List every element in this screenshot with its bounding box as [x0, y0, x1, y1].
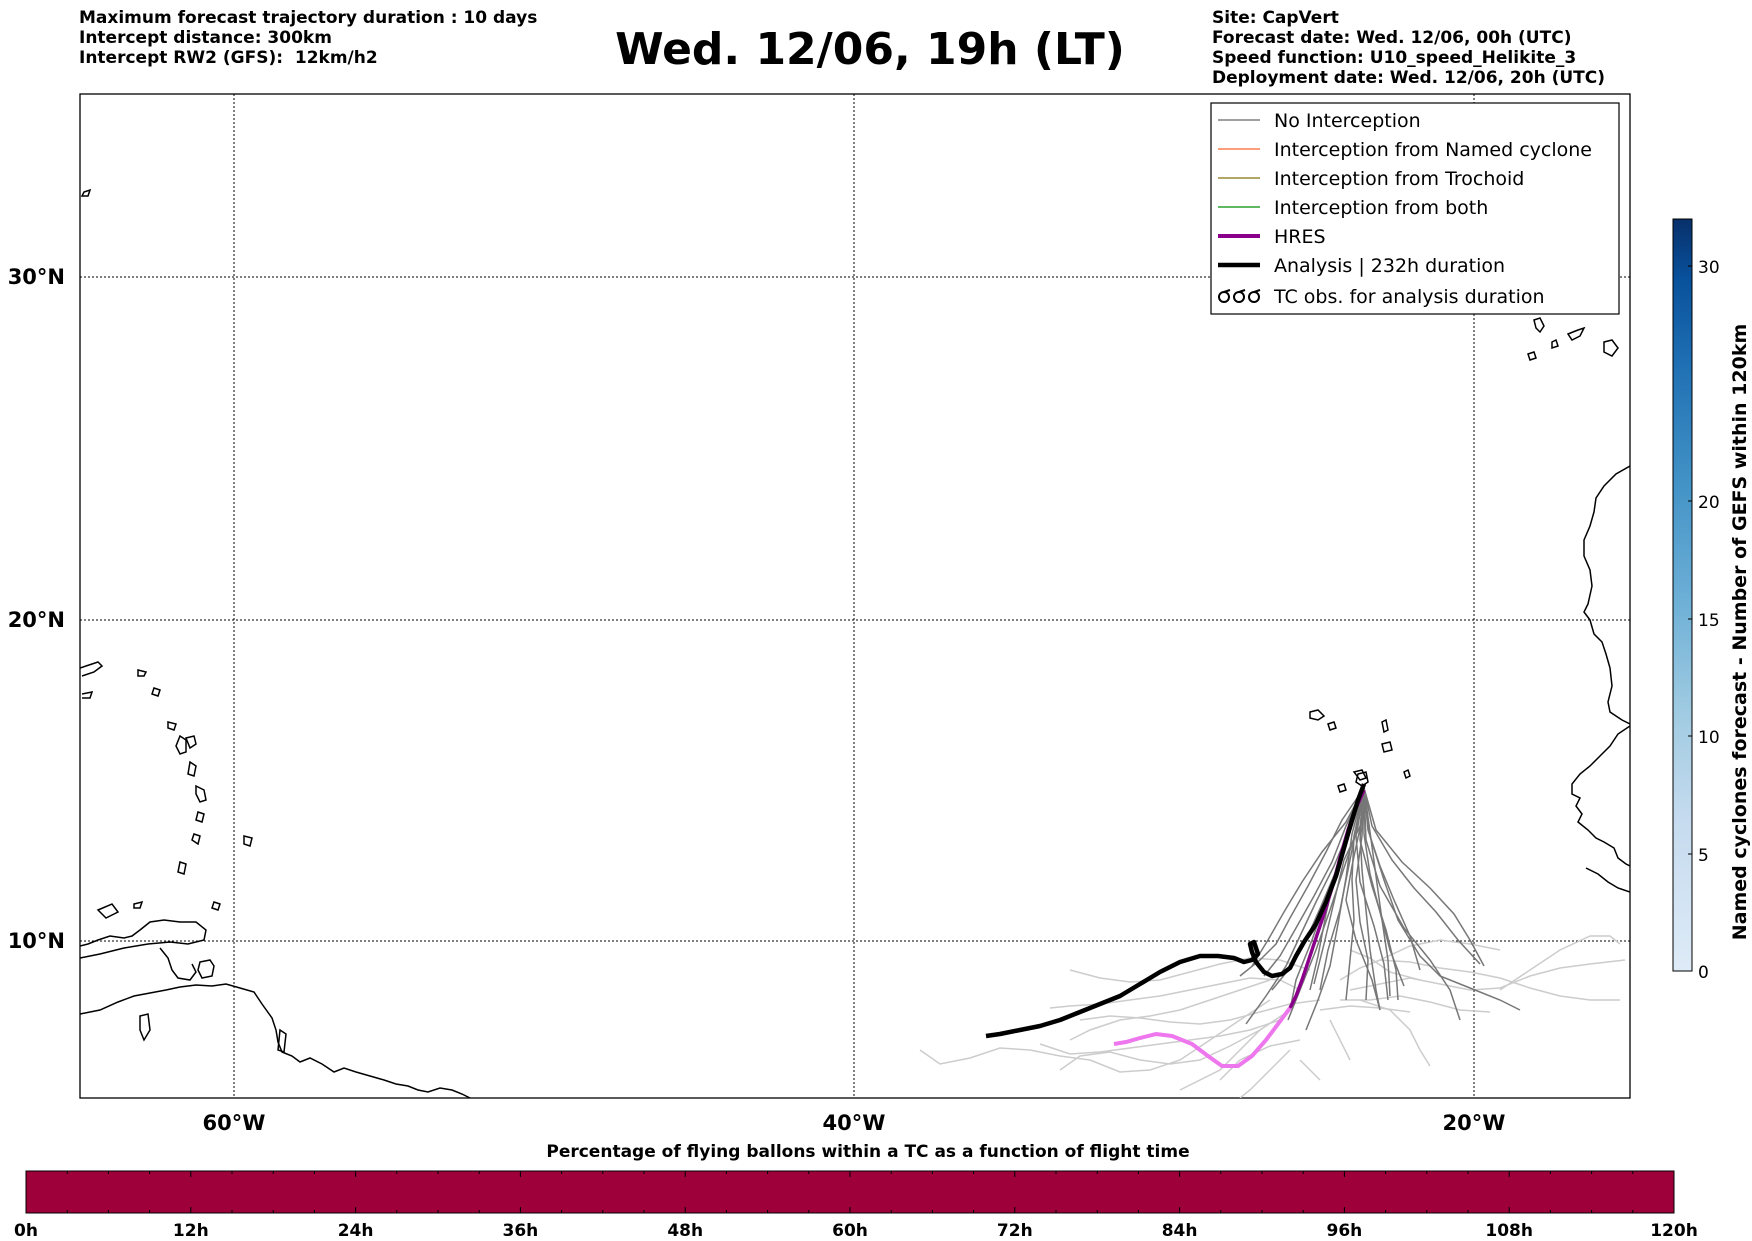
colorbar-tick-10: 10: [1698, 728, 1720, 748]
colorbar-tick-0: 0: [1698, 963, 1709, 983]
coast-caribbean-island-9: [177, 861, 187, 875]
colorbar-bottom-title: Percentage of flying ballons within a TC…: [546, 1142, 1189, 1162]
colorbar-right-ticks: [1688, 265, 1692, 972]
map-axis-labels: 60°W 40°W 20°W 30°N 20°N 10°N: [8, 265, 1506, 1135]
coast-caribbean-island-19: [211, 901, 221, 911]
colorbar-bottom-tick-label: 84h: [1162, 1221, 1198, 1241]
header-right-line-3: Speed function: U10_speed_Helikite_3: [1212, 48, 1577, 68]
legend-label-no-interception: No Interception: [1274, 110, 1421, 132]
lat-label-10n: 10°N: [8, 929, 65, 953]
colorbar-tick-30: 30: [1698, 258, 1720, 278]
island-cv-santiago: [1355, 771, 1369, 787]
colorbar-bottom-tick-label: 60h: [832, 1221, 868, 1241]
colorbar-tick-15: 15: [1698, 611, 1720, 631]
coast-venezuela-bay: [80, 919, 207, 959]
coast-caribbean-island-10: [243, 835, 253, 847]
lon-label-60w: 60°W: [203, 1111, 266, 1135]
colorbar-bottom-tick-label: 24h: [338, 1221, 374, 1241]
island-canary-2: [1566, 326, 1586, 341]
island-cv-boa-vista: [1381, 741, 1393, 753]
colorbar-tick-20: 20: [1698, 493, 1720, 513]
coast-caribbean-island-6: [195, 784, 207, 803]
legend-label-analysis: Analysis | 232h duration: [1274, 255, 1505, 277]
colorbar-bottom-tick-label: 36h: [503, 1221, 539, 1241]
colorbar-right-gradient: [1672, 218, 1693, 972]
lat-label-20n: 20°N: [8, 608, 65, 632]
legend-label-trochoid: Interception from Trochoid: [1274, 168, 1524, 190]
island-canary-4: [1527, 351, 1537, 361]
colorbar-bottom-tick-label: 72h: [997, 1221, 1033, 1241]
colorbar-bottom-tick-label: 96h: [1327, 1221, 1363, 1241]
coastlines: [80, 188, 1630, 1098]
hres-trajectory-tail: [1113, 1006, 1292, 1068]
colorbar-right-label: Named cyclones forecast - Number of GEFS…: [1729, 324, 1751, 941]
colorbar-bottom-tick-label: 108h: [1485, 1221, 1533, 1241]
island-cv-brava: [1352, 769, 1368, 781]
island-canary-1: [1533, 317, 1545, 334]
lat-label-30n: 30°N: [8, 265, 65, 289]
graticule: [80, 94, 1630, 1098]
coast-gulf-paria: [159, 947, 197, 981]
colorbar-bottom-bar: [25, 1170, 1675, 1214]
header-right-line-4: Deployment date: Wed. 12/06, 20h (UTC): [1212, 68, 1606, 88]
island-cv-sao-vicente: [1327, 721, 1337, 731]
lon-label-40w: 40°W: [823, 1111, 886, 1135]
colorbar-bottom-labels: 0h 12h 24h 36h 48h 60h 72h 84h 96h 108h 120h: [14, 1221, 1698, 1241]
legend-label-both: Interception from both: [1274, 197, 1488, 219]
tc-obs-icon: [1218, 289, 1261, 303]
coast-caribbean-island-2: [81, 691, 94, 699]
header-left-line-1: Maximum forecast trajectory duration : 1…: [79, 8, 538, 28]
colorbar-bottom: Percentage of flying ballons within a TC…: [14, 1142, 1698, 1241]
legend-label-named-cyclone: Interception from Named cyclone: [1274, 139, 1592, 161]
coast-caribbean-island-12: [133, 900, 144, 909]
header-right-line-1: Site: CapVert: [1212, 8, 1339, 28]
header-left-line-3: Intercept RW2 (GFS): 12km/h2: [79, 48, 378, 68]
island-cv-fogo: [1337, 783, 1347, 793]
coast-caribbean-island-14: [277, 1028, 287, 1054]
ensemble-trajectories-light: [919, 935, 1626, 1098]
coast-caribbean-island-11: [96, 903, 120, 919]
island-cv-sal: [1381, 718, 1389, 734]
coast-africa: [1583, 465, 1630, 725]
lon-label-20w: 20°W: [1443, 1111, 1506, 1135]
island-canary-5: [1551, 338, 1559, 350]
coast-caribbean-island-4: [175, 734, 187, 755]
coast-caribbean-island-13: [139, 1013, 151, 1042]
coast-caribbean-island-18: [167, 721, 177, 731]
coast-caribbean-island-5: [187, 760, 197, 777]
coast-trinidad: [197, 959, 215, 979]
coast-caribbean-island-8: [191, 833, 201, 846]
coast-caribbean-island-15: [80, 188, 92, 197]
coast-africa-guinea: [1585, 867, 1630, 893]
legend-label-tc-obs: TC obs. for analysis duration: [1273, 286, 1545, 308]
island-cv-maio: [1403, 768, 1411, 780]
header-left-line-2: Intercept distance: 300km: [79, 28, 332, 48]
colorbar-bottom-tick-label: 120h: [1650, 1221, 1698, 1241]
coast-caribbean-island-16: [151, 687, 161, 697]
analysis-trajectory: [985, 783, 1367, 1039]
legend-box: [1210, 102, 1620, 315]
coast-caribbean-island-7: [195, 811, 205, 823]
island-cv-santo-antao: [1309, 709, 1326, 721]
legend-label-hres: HRES: [1274, 226, 1326, 248]
colorbar-tick-5: 5: [1698, 846, 1709, 866]
coast-caribbean-island-3: [184, 735, 197, 750]
colorbar-bottom-ticks: [25, 1171, 1675, 1213]
coast-caribbean-island-17: [137, 669, 148, 677]
page-title: Wed. 12/06, 19h (LT): [615, 24, 1125, 75]
coast-africa-south: [1571, 725, 1630, 867]
coast-south-america: [80, 983, 471, 1098]
island-canary-3: [1603, 339, 1619, 357]
legend: No Interception Interception from Named …: [1210, 102, 1620, 315]
colorbar-bottom-tick-label: 48h: [667, 1221, 703, 1241]
coast-caribbean-island-1: [80, 661, 104, 677]
colorbar-bottom-tick-label: 12h: [173, 1221, 209, 1241]
header-right-line-2: Forecast date: Wed. 12/06, 00h (UTC): [1212, 28, 1572, 48]
colorbar-bottom-tick-label: 0h: [14, 1221, 38, 1241]
colorbar-right: 0 5 10 15 20 30 Named cyclones forecast …: [1672, 218, 1751, 983]
